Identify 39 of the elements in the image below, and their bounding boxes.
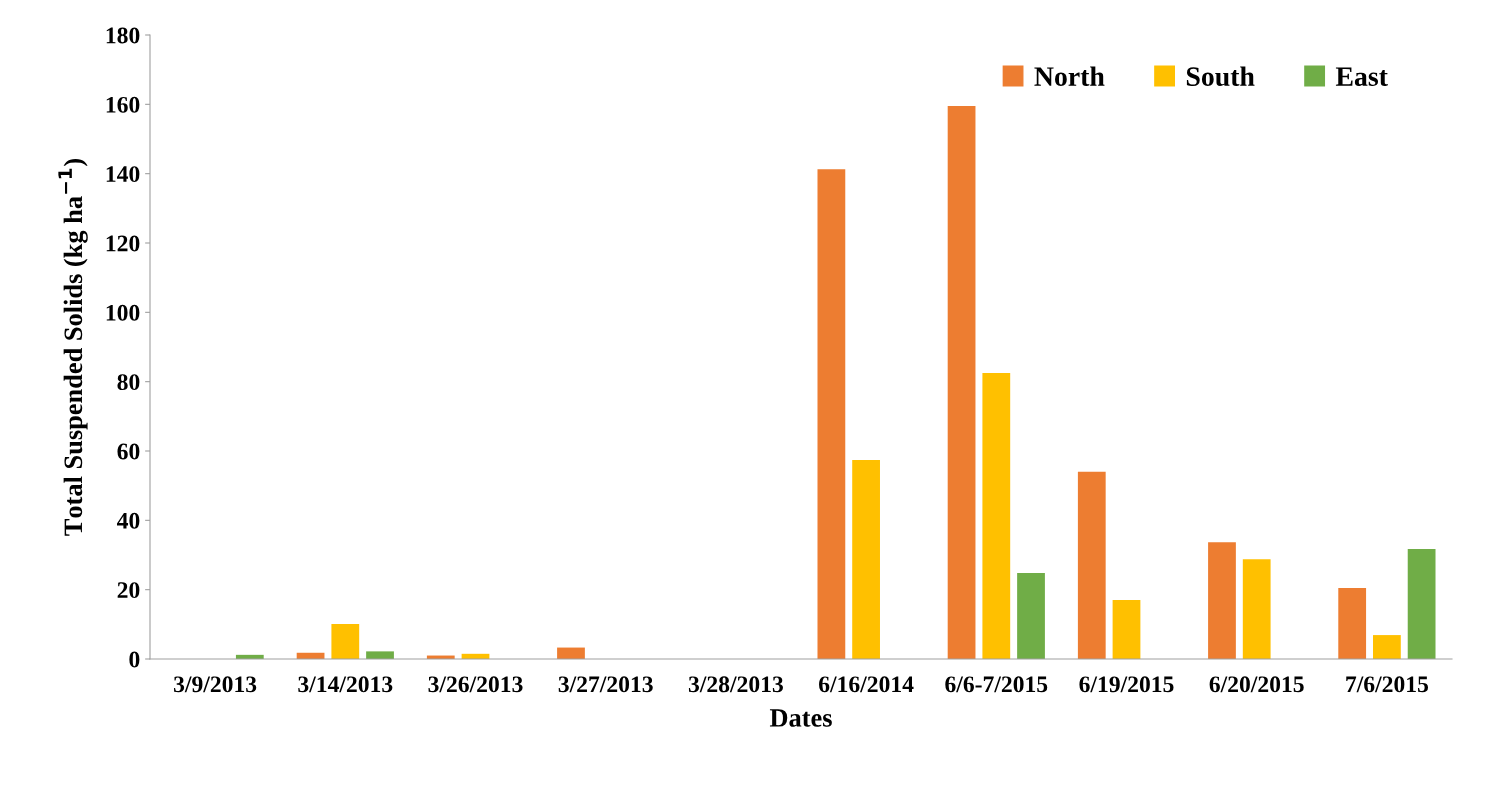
y-tick-label: 80 <box>117 374 140 391</box>
y-tick-label: 180 <box>106 27 140 44</box>
bar <box>1077 471 1106 659</box>
x-tick-label: 6/16/2014 <box>819 676 914 693</box>
x-tick-label: 3/9/2013 <box>174 676 257 693</box>
bar <box>947 106 976 659</box>
bar <box>1208 542 1236 659</box>
x-tick-label: 6/19/2015 <box>1079 676 1174 693</box>
y-tick-label: 40 <box>116 512 140 529</box>
y-tick-label: 60 <box>117 443 140 460</box>
bar <box>1112 600 1141 659</box>
y-tick-label: 0 <box>129 651 140 668</box>
x-tick-label: 3/26/2013 <box>428 676 523 693</box>
y-axis-title: Total Suspended Solids (kg ha$^{−1}$) <box>58 159 88 536</box>
legend-label: North <box>1034 66 1105 86</box>
x-tick-label: 3/27/2013 <box>558 676 653 693</box>
y-tick-label: 140 <box>106 166 140 183</box>
x-tick-label: 7/6/2015 <box>1346 676 1429 693</box>
bar <box>1242 559 1271 659</box>
bar <box>1338 587 1367 659</box>
x-tick-label: 3/28/2013 <box>688 676 783 693</box>
bar <box>852 460 880 659</box>
bar <box>1373 635 1401 659</box>
bar <box>366 651 394 659</box>
x-axis-title: Dates <box>769 709 832 727</box>
legend-label: East <box>1335 67 1388 86</box>
y-tick-label: 100 <box>106 304 140 321</box>
bar <box>331 623 360 659</box>
y-tick-label: 20 <box>117 582 140 599</box>
legend-label: South <box>1186 66 1255 87</box>
x-tick-label: 6/6-7/2015 <box>945 676 1048 693</box>
bar <box>1017 573 1045 659</box>
bar <box>982 373 1011 659</box>
x-tick-label: 6/20/2015 <box>1209 676 1304 693</box>
x-tick-label: 3/14/2013 <box>298 676 393 693</box>
y-tick-label: 120 <box>106 235 140 252</box>
y-tick-label: 160 <box>106 96 140 113</box>
bar <box>817 169 846 659</box>
bar <box>1407 549 1436 659</box>
